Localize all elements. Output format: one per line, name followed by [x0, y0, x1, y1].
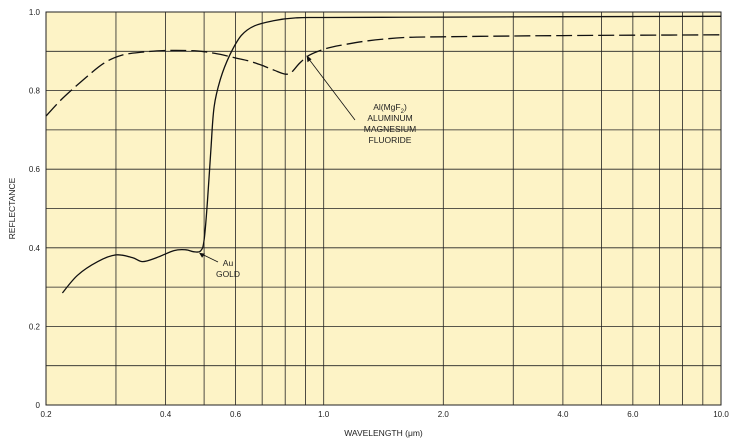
tick-labels: 0.2 0.4 0.6 1.0 2.0 4.0 6.0 10.000.20.40.60.81.…: [29, 8, 729, 419]
y-tick-label: 0.8: [29, 87, 41, 96]
y-axis-label: REFLECTANCE: [7, 177, 17, 239]
gold-curve: [61, 15, 722, 294]
x-tick-label: 4.0: [557, 410, 569, 419]
aluminum-pointer-line: [307, 57, 356, 121]
aluminum-pointer-arrow: [306, 55, 312, 63]
gold-pointer-arrow: [199, 252, 206, 258]
x-axis-label: WAVELENGTH (μm): [344, 428, 423, 438]
x-tick-label: 2.0: [438, 410, 450, 419]
gold-annotation-text: Au: [223, 258, 234, 268]
y-tick-label: 0.4: [29, 244, 41, 253]
aluminum-mgf2-curve: [45, 34, 722, 117]
x-tick-label: 6.0: [627, 410, 639, 419]
aluminum-annotation-text: MAGNESIUM: [364, 124, 416, 134]
gold-annotation-text: GOLD: [216, 269, 240, 279]
grid-lines: [46, 12, 721, 405]
x-tick-label: 10.0: [713, 410, 729, 419]
x-tick-label: 0.6: [230, 410, 242, 419]
y-tick-label: 1.0: [29, 8, 41, 17]
x-tick-label: 0.4: [160, 410, 172, 419]
x-tick-label: 0.2: [40, 410, 52, 419]
x-tick-label: 1.0: [318, 410, 330, 419]
aluminum-annotation-text: ALUMINUM: [367, 113, 412, 123]
y-tick-label: 0: [36, 401, 41, 410]
y-tick-label: 0.6: [29, 165, 41, 174]
y-tick-label: 0.2: [29, 322, 41, 331]
aluminum-annotation-text: FLUORIDE: [369, 135, 412, 145]
series-lines: [45, 15, 722, 294]
aluminum-annotation-text: Al(MgF2): [373, 102, 407, 115]
